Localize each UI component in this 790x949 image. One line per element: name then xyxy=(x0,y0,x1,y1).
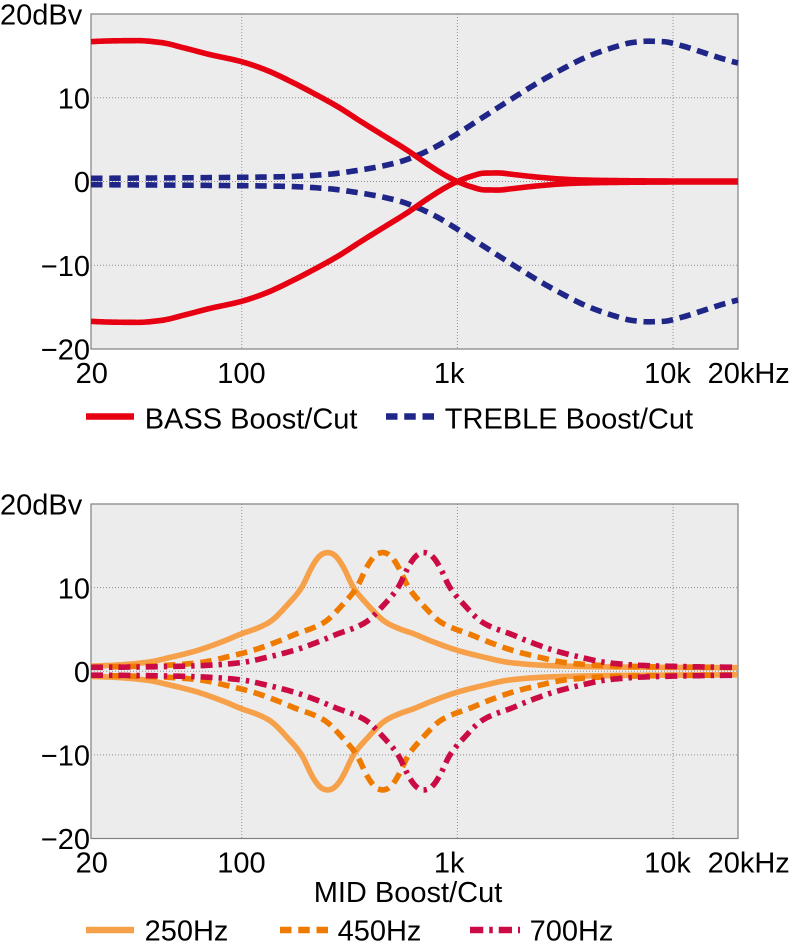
svg-text:−20: −20 xyxy=(41,824,90,856)
svg-text:20dBv: 20dBv xyxy=(0,0,83,31)
svg-text:1k: 1k xyxy=(434,848,465,880)
svg-text:20dBv: 20dBv xyxy=(0,490,83,522)
svg-text:100: 100 xyxy=(217,358,265,390)
svg-text:700Hz: 700Hz xyxy=(530,916,614,948)
svg-text:10: 10 xyxy=(58,573,90,605)
svg-text:−20: −20 xyxy=(41,335,90,367)
svg-text:0: 0 xyxy=(74,657,90,689)
svg-text:20: 20 xyxy=(76,848,108,880)
svg-text:TREBLE Boost/Cut: TREBLE Boost/Cut xyxy=(445,403,693,435)
svg-text:10: 10 xyxy=(58,83,90,115)
svg-text:BASS Boost/Cut: BASS Boost/Cut xyxy=(145,403,358,435)
svg-text:1k: 1k xyxy=(434,358,465,390)
svg-text:−10: −10 xyxy=(41,251,90,283)
svg-text:450Hz: 450Hz xyxy=(338,916,422,948)
svg-text:10k: 10k xyxy=(644,358,691,390)
svg-text:MID Boost/Cut: MID Boost/Cut xyxy=(314,877,503,909)
svg-text:−10: −10 xyxy=(41,740,90,772)
svg-text:20kHz: 20kHz xyxy=(708,358,790,390)
svg-text:0: 0 xyxy=(74,167,90,199)
svg-text:20: 20 xyxy=(76,358,108,390)
svg-text:250Hz: 250Hz xyxy=(145,916,229,948)
svg-text:20kHz: 20kHz xyxy=(708,848,790,880)
svg-text:100: 100 xyxy=(217,848,265,880)
svg-text:10k: 10k xyxy=(644,848,691,880)
